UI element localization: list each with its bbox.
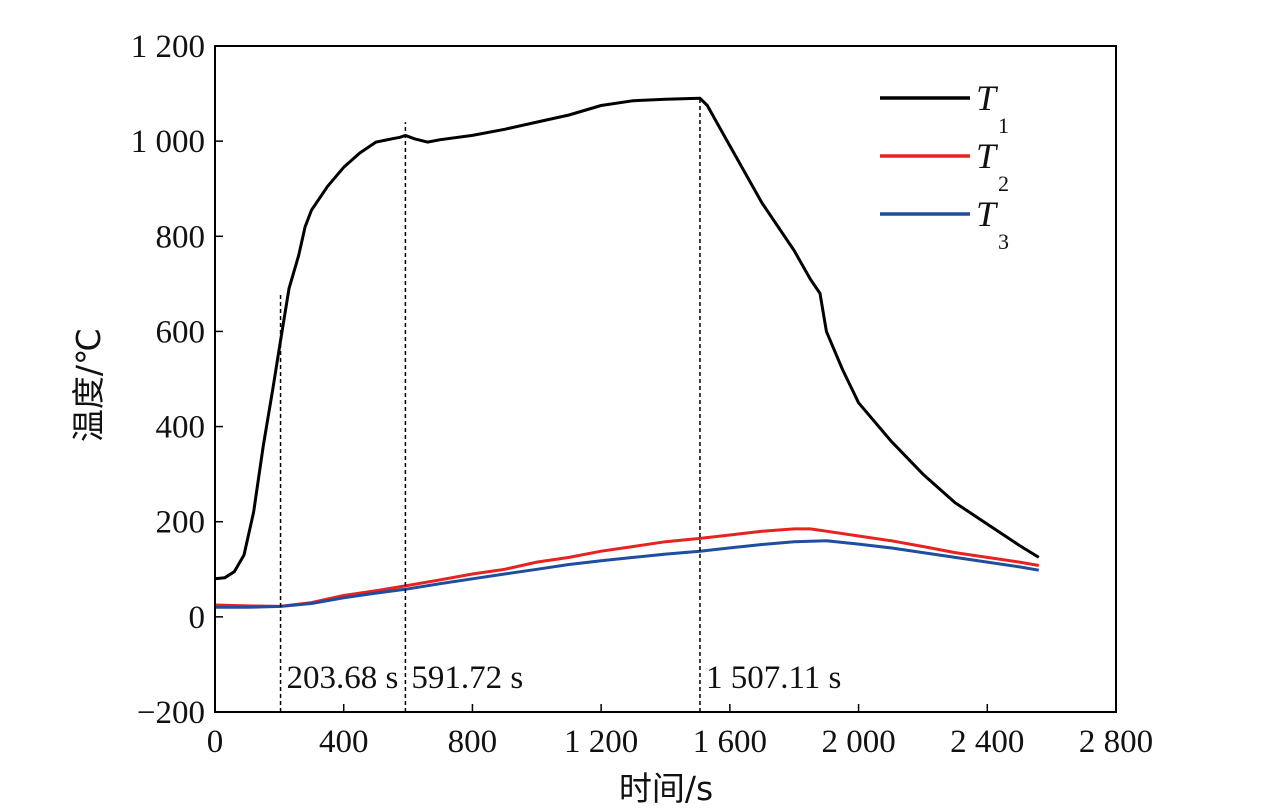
x-tick-label: 1 600	[693, 724, 767, 760]
legend-subscript-t2: 2	[998, 171, 1009, 196]
plot-frame	[214, 45, 1117, 713]
x-tick-label: 800	[448, 724, 498, 760]
y-tick-label: 1 000	[131, 124, 205, 160]
x-tick-label: 2 000	[821, 724, 895, 760]
series-line-t1	[214, 96, 1040, 581]
x-tick-label: 400	[319, 724, 369, 760]
y-axis-title: 温度/℃	[69, 328, 108, 442]
marker-label-2: 591.72 s	[411, 660, 523, 696]
y-tick-label: 800	[156, 219, 206, 255]
y-tick-label: −200	[137, 695, 205, 731]
series-layer	[214, 96, 1040, 609]
x-tick-label: 0	[207, 724, 224, 760]
tick-layer: 0 400 800 1 200 1 600 2 000 2 400 2 800−2000200…	[131, 29, 1153, 760]
x-tick-label: 2 800	[1079, 724, 1153, 760]
x-tick-label: 2 400	[950, 724, 1024, 760]
y-tick-label: 200	[156, 505, 206, 541]
y-tick-label: 1 200	[131, 29, 205, 65]
legend-label-t2: T	[976, 136, 999, 176]
vline-layer: 203.68 s 591.72 s 1 507.11 s	[279, 98, 841, 712]
series-line-t2	[214, 527, 1040, 608]
legend-label-t3: T	[976, 194, 999, 234]
x-tick-label: 1 200	[564, 724, 638, 760]
x-axis-title: 时间/s	[619, 769, 713, 808]
y-tick-label: 400	[156, 410, 206, 446]
marker-label-3: 1 507.11 s	[706, 660, 841, 696]
legend-label-t1: T	[976, 78, 999, 118]
legend-subscript-t1: 1	[998, 113, 1009, 138]
y-tick-label: 600	[156, 314, 206, 350]
legend-subscript-t3: 3	[998, 229, 1009, 254]
marker-label-1: 203.68 s	[287, 660, 399, 696]
y-tick-label: 0	[189, 600, 206, 636]
series-line-t3	[215, 539, 1040, 609]
